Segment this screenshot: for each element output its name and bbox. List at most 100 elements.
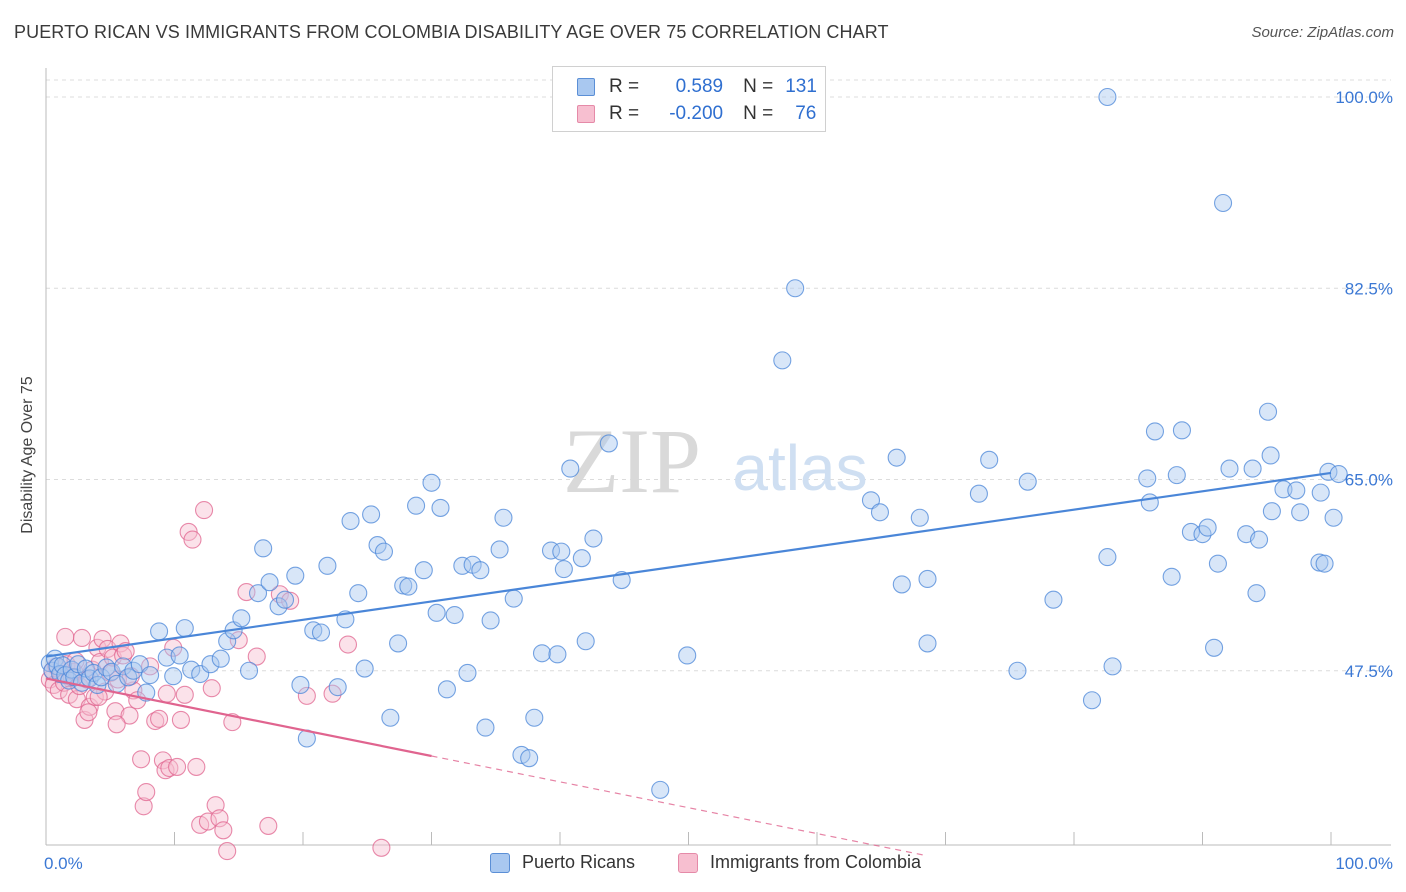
watermark-zip: ZIP <box>563 410 701 512</box>
data-point <box>141 666 160 685</box>
data-point <box>160 758 179 778</box>
data-point <box>980 450 999 469</box>
data-point <box>490 540 509 559</box>
data-point <box>79 703 98 722</box>
data-point <box>211 649 230 668</box>
data-point <box>1208 554 1227 573</box>
data-point <box>318 556 337 575</box>
data-point <box>269 597 288 616</box>
legend-row-colombia: R = -0.200 N = 76 <box>577 101 816 127</box>
data-point <box>328 678 347 697</box>
data-point <box>229 631 248 650</box>
data-point <box>195 501 214 520</box>
r-value: 0.589 <box>675 76 724 97</box>
data-point <box>291 675 310 695</box>
data-point <box>182 660 201 679</box>
data-point <box>1205 638 1224 657</box>
series-puerto-rican-points <box>40 87 1348 799</box>
data-point <box>599 434 618 453</box>
data-point <box>561 459 580 478</box>
trend-line-extension <box>431 755 927 857</box>
legend-label: Immigrants from Colombia <box>710 852 922 872</box>
data-point <box>120 706 139 725</box>
data-point <box>445 605 464 625</box>
data-point <box>368 536 387 555</box>
r-label: R = <box>609 103 640 124</box>
data-point <box>1082 691 1102 710</box>
data-point <box>887 448 906 467</box>
data-point <box>576 632 595 651</box>
data-point <box>414 561 433 580</box>
data-point <box>80 697 99 716</box>
data-point <box>171 710 190 729</box>
legend-row-puerto-rican: R = 0.589 N = 131 <box>577 74 817 100</box>
data-point <box>572 549 591 568</box>
data-point <box>892 575 911 594</box>
data-point <box>157 684 176 703</box>
legend-label: Puerto Ricans <box>522 852 636 872</box>
data-point <box>786 279 805 298</box>
legend-item-puerto-ricans[interactable]: Puerto Ricans <box>490 852 635 873</box>
data-point <box>437 680 456 699</box>
data-point <box>1162 567 1181 586</box>
data-point <box>1098 548 1117 567</box>
data-point <box>678 646 697 665</box>
data-point <box>861 491 881 510</box>
data-point <box>374 542 394 561</box>
data-point <box>349 584 368 603</box>
data-point <box>362 505 381 524</box>
data-point <box>1261 446 1280 465</box>
data-point <box>1311 483 1330 502</box>
data-point <box>286 566 305 585</box>
data-point <box>210 809 229 828</box>
data-point <box>481 611 500 630</box>
tick-labels: 47.5% 65.0% 82.5% 100.0% 0.0% 100.0% <box>44 88 1393 873</box>
data-point <box>202 679 221 698</box>
y-tick-label: 47.5% <box>1345 662 1393 681</box>
chart-title: PUERTO RICAN VS IMMIGRANTS FROM COLOMBIA… <box>14 22 889 42</box>
data-point <box>1262 502 1281 521</box>
data-point <box>651 780 670 799</box>
data-point <box>552 542 571 561</box>
trend-lines <box>45 471 1332 857</box>
y-tick-label: 100.0% <box>1335 88 1393 107</box>
data-point <box>259 816 278 835</box>
data-point <box>1018 472 1037 491</box>
data-point <box>494 508 513 527</box>
n-value: 131 <box>785 76 817 97</box>
data-point <box>183 530 202 549</box>
trend-line-colombia <box>45 677 432 758</box>
source-label: Source: ZipAtlas.com <box>1251 24 1394 41</box>
data-point <box>311 623 331 642</box>
data-point <box>164 667 183 686</box>
data-point <box>187 757 206 776</box>
data-point <box>548 645 567 664</box>
data-point <box>1249 530 1269 549</box>
data-point <box>124 661 143 680</box>
data-point <box>870 503 890 522</box>
data-point <box>525 708 544 727</box>
data-point <box>1181 522 1200 542</box>
trend-line-puerto-ricans <box>45 471 1332 658</box>
data-point <box>1315 554 1334 573</box>
data-point <box>168 757 187 776</box>
data-point <box>918 569 937 589</box>
data-point <box>150 709 169 728</box>
x-tick-label: 0.0% <box>44 854 83 873</box>
series-legend: Puerto Ricans Immigrants from Colombia <box>0 852 1406 878</box>
data-point <box>918 634 937 653</box>
legend-item-colombia[interactable]: Immigrants from Colombia <box>678 852 921 873</box>
data-point <box>218 842 237 861</box>
data-point <box>341 511 360 531</box>
data-point <box>1138 469 1157 488</box>
data-point <box>407 496 426 515</box>
data-point <box>175 685 194 704</box>
watermark-atlas: atlas <box>732 432 867 504</box>
data-point <box>427 603 446 622</box>
data-point <box>910 508 929 527</box>
y-tick-label: 82.5% <box>1345 279 1393 298</box>
data-point <box>107 715 126 734</box>
data-point <box>175 619 194 638</box>
data-point <box>248 584 268 603</box>
data-point <box>239 661 259 680</box>
